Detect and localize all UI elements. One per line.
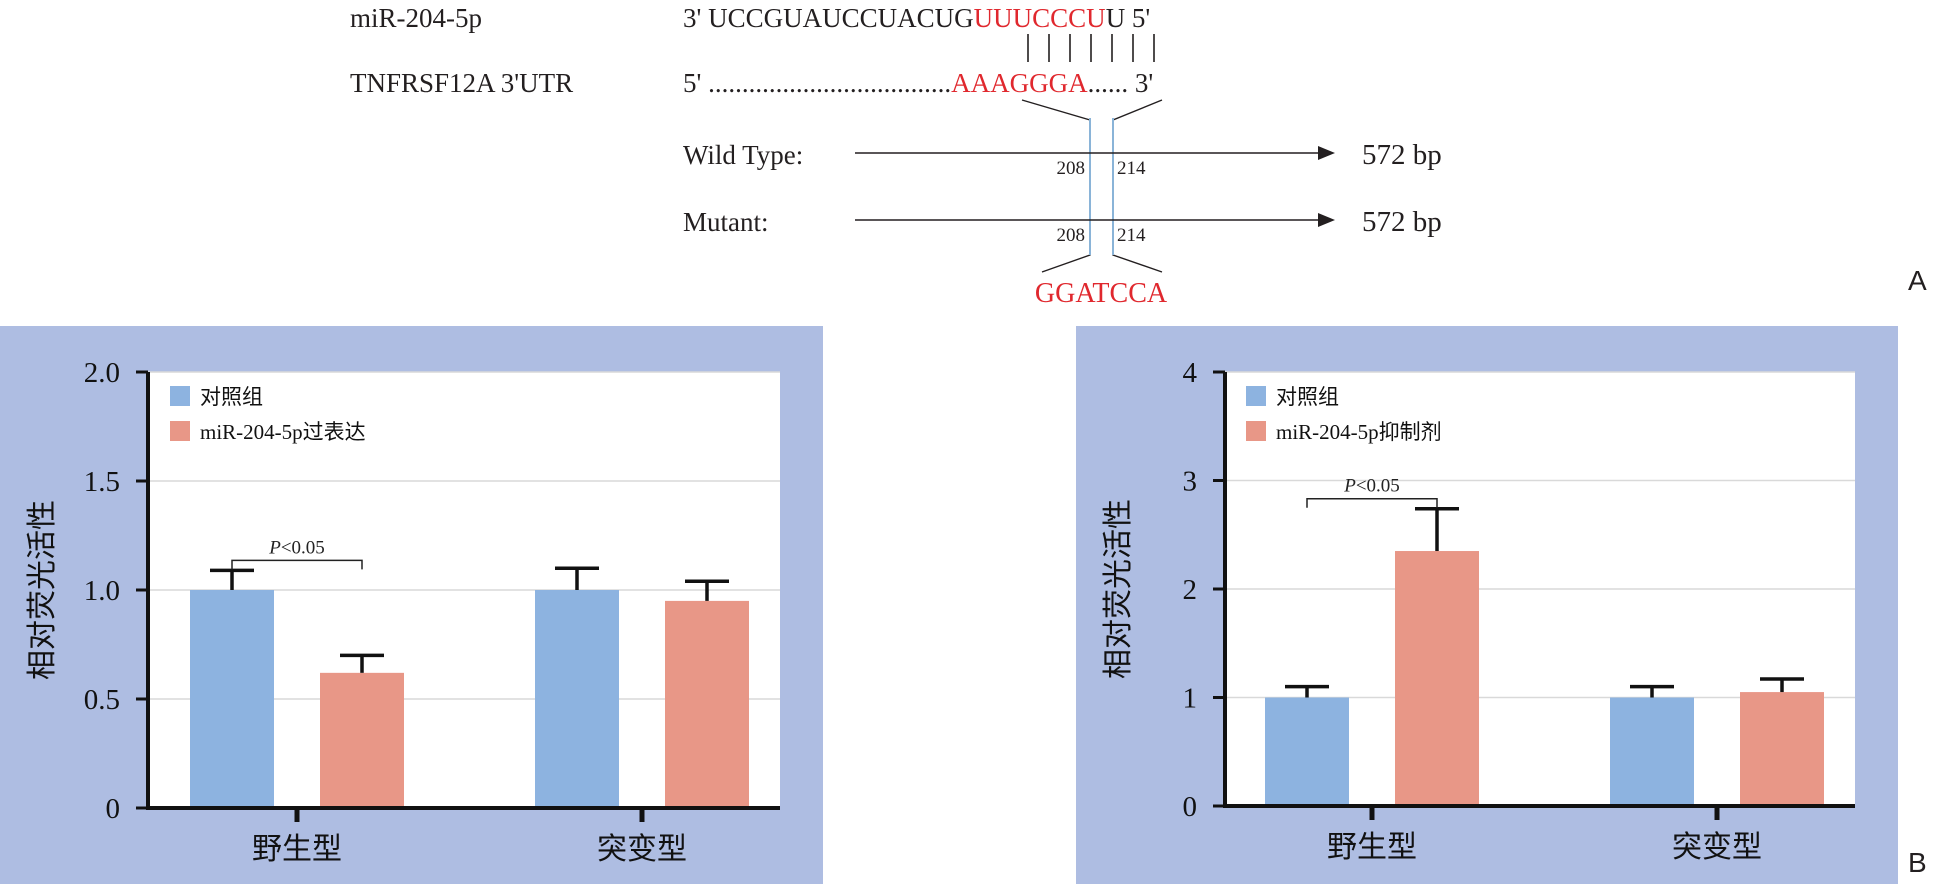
y-tick-label: 1.5 <box>84 466 120 498</box>
y-tick-label: 2.0 <box>84 357 120 389</box>
mut-pos-start: 208 <box>1057 225 1086 246</box>
y-tick-label: 1 <box>1183 683 1198 715</box>
mut-pos-end: 214 <box>1117 225 1146 246</box>
wt-pos-start: 208 <box>1057 158 1086 179</box>
significance-p: P <box>268 537 281 558</box>
wild-type-label: Wild Type: <box>683 140 803 170</box>
bar <box>1610 697 1694 806</box>
significance-label: P<0.05 <box>268 537 325 558</box>
legend-label: 对照组 <box>1276 385 1339 409</box>
utr-sequence: 5' ....................................A… <box>683 68 1153 98</box>
legend-label: miR-204-5p抑制剂 <box>1276 420 1442 444</box>
x-category-label: 突变型 <box>597 833 687 866</box>
wt-length: 572 bp <box>1362 139 1442 171</box>
mirna-sequence: 3' UCCGUAUCCUACUGUUUCCCUU 5' <box>683 3 1150 33</box>
y-tick-label: 3 <box>1183 466 1198 498</box>
significance-bracket <box>1306 497 1438 508</box>
legend-swatch <box>1246 386 1266 406</box>
significance-label: P<0.05 <box>1343 476 1400 497</box>
bar <box>1265 697 1349 806</box>
legend-swatch <box>1246 421 1266 441</box>
mirna-label: miR-204-5p <box>350 3 482 33</box>
y-axis-title: 相对荧光活性 <box>1102 499 1135 679</box>
bar <box>665 600 749 808</box>
wt-pos-end: 214 <box>1117 158 1146 179</box>
mutant-label: Mutant: <box>683 207 769 237</box>
bar <box>1395 551 1479 806</box>
utr-suffix: ...... 3' <box>1088 68 1154 98</box>
mirna-seq-suffix: U 5' <box>1106 3 1151 33</box>
utr-label: TNFRSF12A 3'UTR <box>350 68 573 98</box>
bar <box>1740 692 1824 806</box>
panel-letter-a: A <box>1908 265 1927 296</box>
pairing-lines <box>1027 34 1155 62</box>
mirna-seed: UUUCCCU <box>974 3 1106 33</box>
legend-swatch <box>170 386 190 406</box>
site-markers <box>1089 118 1114 255</box>
utr-prefix: 5' .................................... <box>683 68 951 98</box>
y-tick-label: 1.0 <box>84 575 120 607</box>
significance-threshold: <0.05 <box>1356 476 1400 497</box>
construct-arrows <box>855 146 1335 227</box>
y-tick-label: 0.5 <box>84 684 120 716</box>
bar <box>535 590 619 808</box>
y-tick-label: 0 <box>1183 791 1198 823</box>
legend-label: 对照组 <box>200 385 263 409</box>
mirna-seq-prefix: 3' UCCGUAUCCUACUG <box>683 3 974 33</box>
x-category-label: 野生型 <box>1327 831 1417 864</box>
bar <box>190 590 274 808</box>
y-tick-label: 2 <box>1183 574 1198 606</box>
utr-site: AAAGGGA <box>951 68 1088 98</box>
sequence-schematic: miR-204-5p 3' UCCGUAUCCUACUGUUUCCCUU 5' … <box>350 3 1927 309</box>
mut-length: 572 bp <box>1362 206 1442 238</box>
significance-bracket <box>231 559 363 570</box>
legend-swatch <box>170 421 190 441</box>
x-category-label: 突变型 <box>1672 831 1762 864</box>
significance-threshold: <0.05 <box>281 537 325 558</box>
bar <box>320 672 404 808</box>
legend-label: miR-204-5p过表达 <box>200 420 366 444</box>
significance-p: P <box>1343 476 1356 497</box>
mutant-site: GGATCCA <box>1035 278 1168 309</box>
y-axis-title: 相对荧光活性 <box>26 500 59 680</box>
x-category-label: 野生型 <box>252 833 342 866</box>
y-tick-label: 4 <box>1183 357 1198 389</box>
y-tick-label: 0 <box>106 793 121 825</box>
